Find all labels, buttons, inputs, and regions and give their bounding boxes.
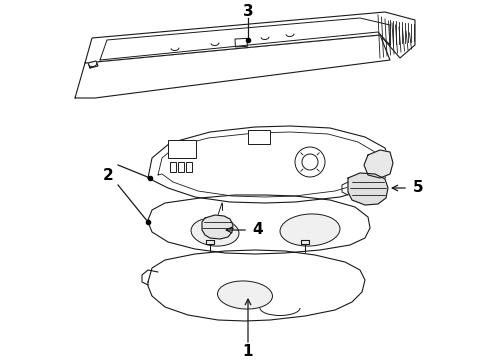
Ellipse shape (280, 214, 340, 246)
Text: 1: 1 (243, 345, 253, 360)
Polygon shape (85, 12, 415, 63)
Text: 4: 4 (253, 222, 263, 238)
Text: 5: 5 (413, 180, 423, 195)
Bar (248, 130, 270, 144)
Polygon shape (88, 61, 98, 68)
Polygon shape (148, 126, 390, 203)
Polygon shape (364, 150, 393, 178)
Polygon shape (348, 173, 388, 205)
Bar (170, 162, 176, 172)
Polygon shape (75, 35, 390, 98)
Bar (186, 162, 192, 172)
Polygon shape (148, 195, 370, 254)
Circle shape (295, 147, 325, 177)
Text: 2: 2 (102, 167, 113, 183)
Bar (178, 162, 184, 172)
Text: 3: 3 (243, 4, 253, 19)
Bar (168, 140, 196, 158)
Ellipse shape (218, 281, 272, 309)
Polygon shape (148, 250, 365, 321)
Polygon shape (202, 215, 233, 239)
Bar (235, 39, 247, 47)
Ellipse shape (191, 218, 239, 246)
